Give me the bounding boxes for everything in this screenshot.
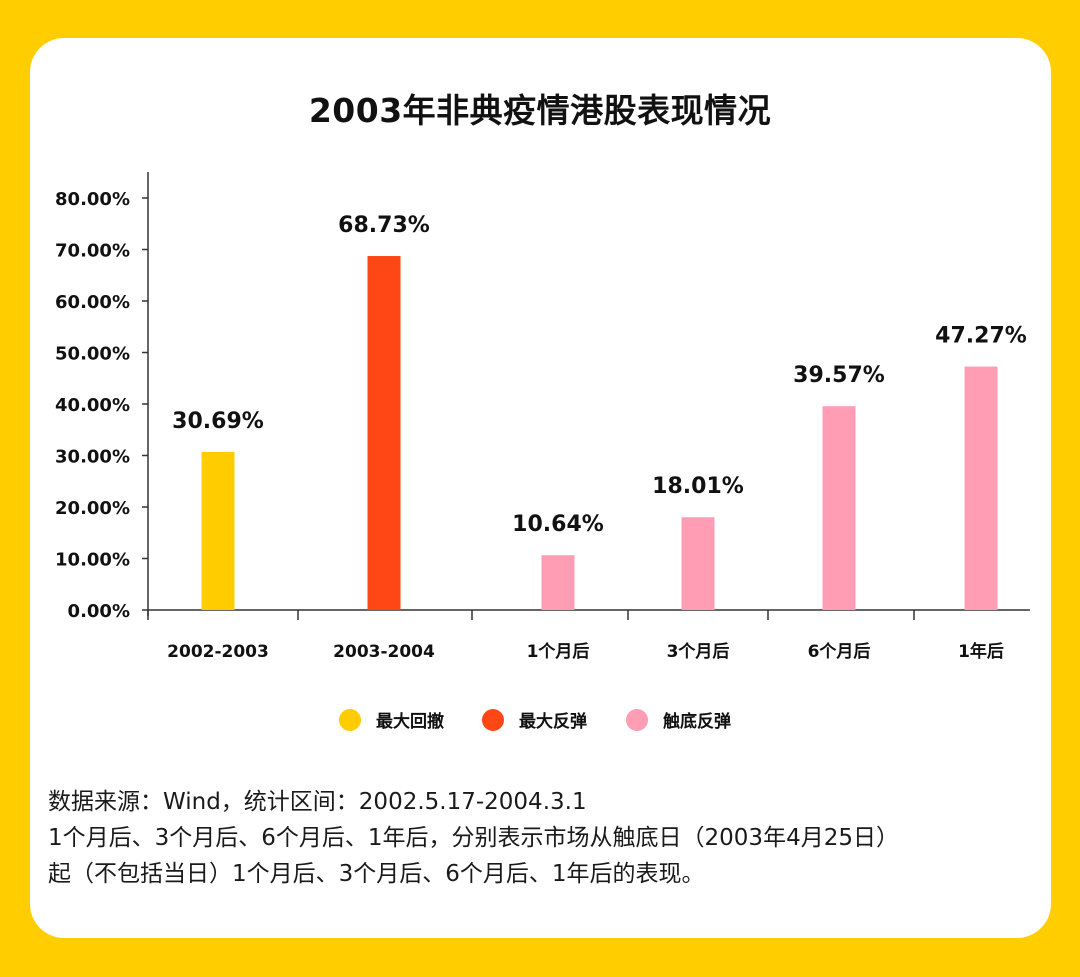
bar-3个月后 <box>681 517 715 610</box>
y-tick-label: 0.00% <box>68 601 130 622</box>
legend-marker-max_rebound <box>482 709 504 731</box>
value-label: 18.01% <box>652 474 744 499</box>
legend-label-max_drawdown: 最大回撤 <box>376 711 444 732</box>
x-tick-label: 2002-2003 <box>167 642 269 662</box>
y-tick-label: 30.00% <box>55 447 130 468</box>
legend-marker-bottom_rebound <box>626 709 648 731</box>
value-label: 68.73% <box>338 213 430 238</box>
x-tick-label: 1年后 <box>958 641 1004 662</box>
period-explanation-note: 1个月后、3个月后、6个月后、1年后，分别表示市场从触底日（2003年4月25日… <box>48 825 899 851</box>
bar-2003-2004 <box>367 256 401 610</box>
legend-label-max_rebound: 最大反弹 <box>519 711 587 732</box>
value-label: 47.27% <box>935 324 1027 349</box>
period-explanation-note-continued: 起（不包括当日）1个月后、3个月后、6个月后、1年后的表现。 <box>48 861 705 887</box>
value-label: 39.57% <box>793 363 885 388</box>
y-tick-label: 80.00% <box>55 189 130 210</box>
y-tick-label: 10.00% <box>55 550 130 571</box>
value-label: 10.64% <box>512 512 604 537</box>
value-label: 30.69% <box>172 409 264 434</box>
data-source-note: 数据来源：Wind，统计区间：2002.5.17-2004.3.1 <box>48 789 587 815</box>
legend-marker-max_drawdown <box>339 709 361 731</box>
bar-6个月后 <box>822 406 856 610</box>
footnotes: 数据来源：Wind，统计区间：2002.5.17-2004.3.1 1个月后、3… <box>48 784 1048 892</box>
bar-1年后 <box>964 366 998 610</box>
y-tick-label: 70.00% <box>55 241 130 262</box>
y-tick-label: 20.00% <box>55 498 130 519</box>
y-tick-label: 50.00% <box>55 344 130 365</box>
y-tick-label: 60.00% <box>55 292 130 313</box>
x-tick-label: 3个月后 <box>667 641 730 662</box>
x-tick-label: 2003-2004 <box>333 642 435 662</box>
x-tick-label: 6个月后 <box>808 641 871 662</box>
chart-title: 2003年非典疫情港股表现情况 <box>308 91 772 130</box>
x-tick-label: 1个月后 <box>527 641 590 662</box>
content-card <box>30 38 1051 938</box>
bar-1个月后 <box>541 555 575 610</box>
legend-label-bottom_rebound: 触底反弹 <box>662 711 731 732</box>
y-tick-label: 40.00% <box>55 395 130 416</box>
bar-2002-2003 <box>201 451 235 610</box>
